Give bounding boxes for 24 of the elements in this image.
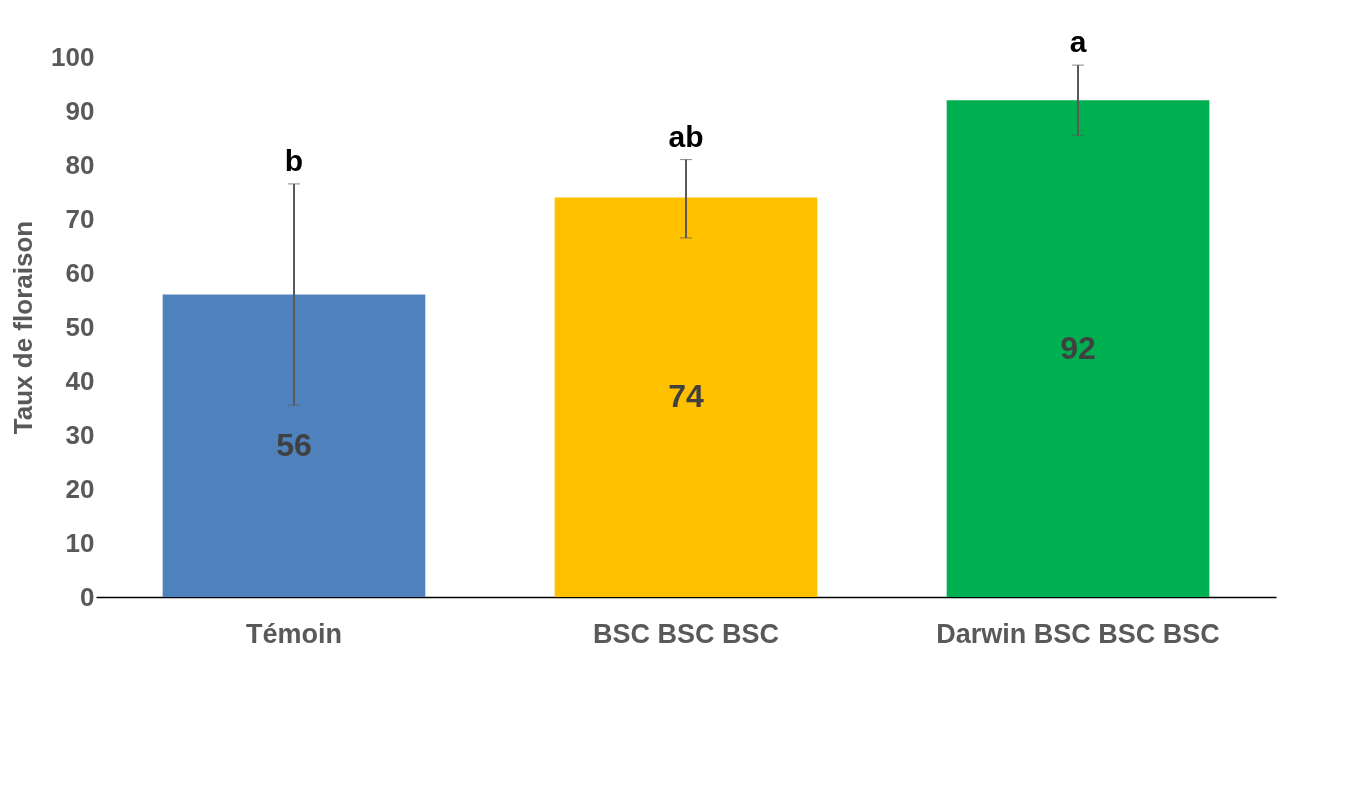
bar [554, 197, 818, 597]
y-tick-label: 100 [51, 41, 95, 72]
y-tick-label: 10 [65, 527, 95, 558]
data-label: 74 [668, 378, 704, 415]
y-tick-label: 40 [65, 365, 95, 396]
y-axis-title: Taux de floraison [8, 220, 39, 435]
y-tick-label: 70 [65, 203, 95, 234]
annotation: a [1069, 25, 1087, 59]
y-tick-label: 90 [65, 95, 95, 126]
x-tick-label: Darwin BSC BSC BSC [936, 618, 1220, 649]
y-tick-label: 60 [65, 257, 95, 288]
bar [946, 100, 1210, 597]
data-label: 56 [276, 426, 312, 463]
y-tick-label: 80 [65, 149, 95, 180]
x-tick-label: BSC BSC BSC [592, 618, 780, 649]
bar [162, 294, 426, 597]
annotation: ab [668, 119, 704, 153]
y-tick-label: 50 [65, 311, 95, 342]
data-label: 92 [1060, 329, 1096, 366]
annotation: b [284, 143, 304, 177]
y-tick-label: 0 [80, 581, 95, 612]
y-tick-label: 20 [65, 473, 95, 504]
y-tick-label: 30 [65, 419, 95, 450]
x-tick-label: Témoin [245, 618, 342, 649]
